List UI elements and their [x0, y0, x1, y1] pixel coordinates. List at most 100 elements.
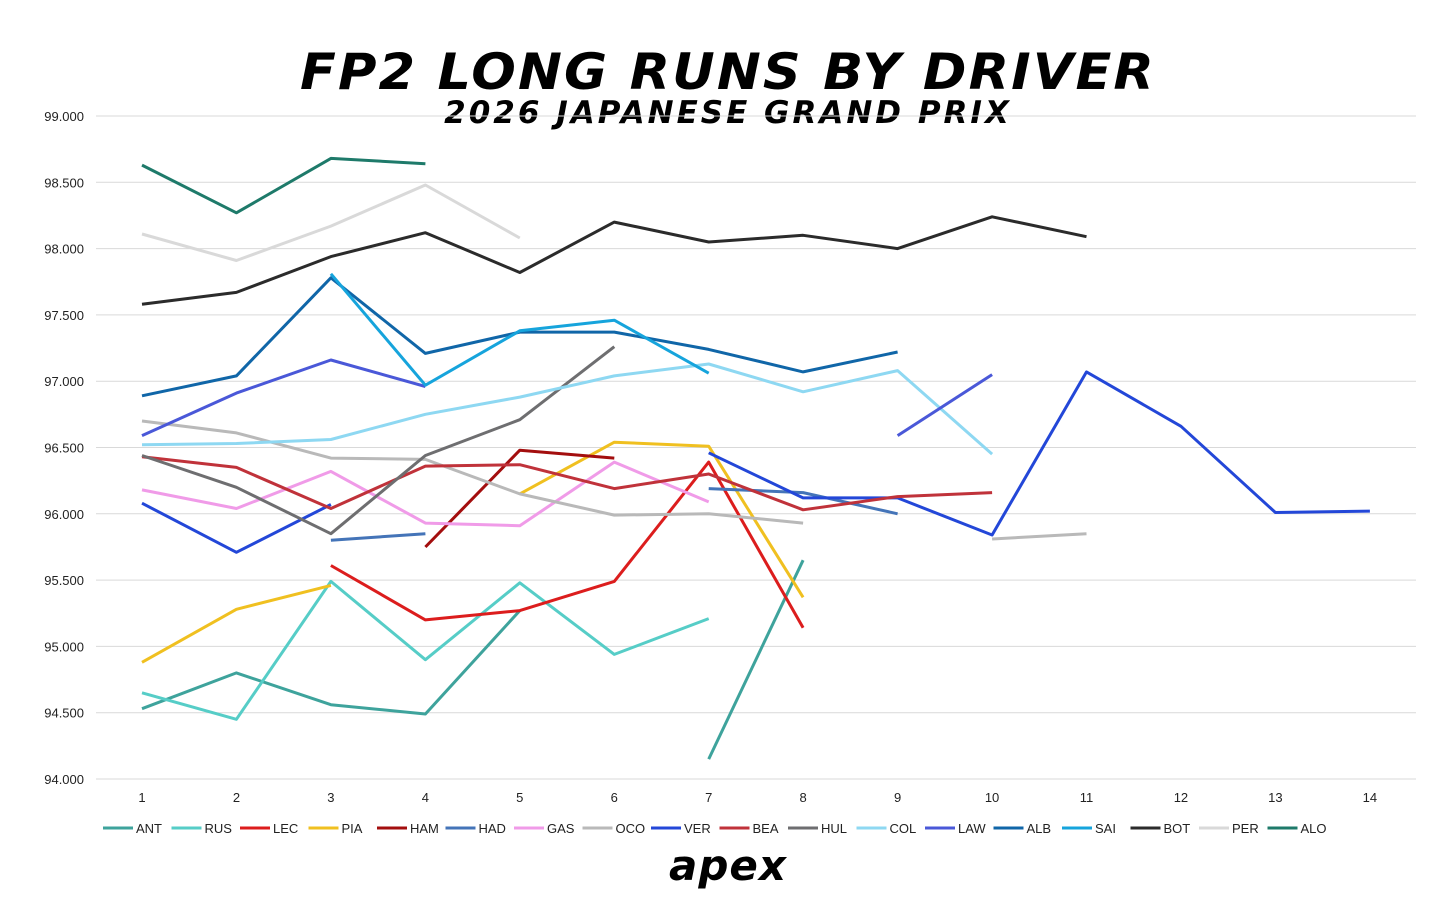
y-tick-label: 98.000 [44, 242, 84, 257]
series-line-law [896, 373, 993, 437]
legend-item-col: COL [856, 821, 916, 836]
series-ant [141, 559, 805, 760]
y-tick-label: 98.500 [44, 175, 84, 190]
y-tick-label: 95.000 [44, 639, 84, 654]
legend-label: ANT [136, 821, 162, 836]
legend-label: BEA [753, 821, 779, 836]
apex-logo: apex [669, 841, 787, 890]
y-tick-label: 94.000 [44, 772, 84, 787]
series-alb [141, 276, 898, 398]
series-oco [141, 419, 1087, 541]
legend-item-sai: SAI [1062, 821, 1116, 836]
x-tick-label: 4 [422, 790, 429, 805]
legend-label: GAS [547, 821, 575, 836]
series-had [330, 487, 898, 542]
legend-item-ham: HAM [377, 821, 439, 836]
series-line-ham [424, 448, 615, 549]
legend-item-gas: GAS [514, 821, 575, 836]
x-axis-ticks: 1 2 3 4 5 6 7 8 9 10 11 12 13 14 [138, 790, 1377, 805]
series-pia [141, 440, 805, 664]
legend-label: SAI [1095, 821, 1116, 836]
series-line-ant [141, 609, 521, 716]
legend-label: HUL [821, 821, 847, 836]
series-gas [141, 460, 710, 528]
series-line-hul [141, 345, 616, 536]
x-tick-label: 14 [1363, 790, 1377, 805]
x-tick-label: 12 [1174, 790, 1188, 805]
x-tick-label: 2 [233, 790, 240, 805]
legend-label: ALO [1301, 821, 1327, 836]
series-lines [141, 156, 1370, 760]
gridlines [96, 115, 1416, 780]
legend-item-lec: LEC [240, 821, 298, 836]
x-tick-label: 11 [1080, 790, 1094, 805]
series-col [141, 362, 994, 456]
legend-item-rus: RUS [171, 821, 232, 836]
legend-item-ant: ANT [103, 821, 162, 836]
y-axis-ticks: 94.000 94.500 95.000 95.500 96.000 96.500 97.0… [44, 109, 84, 787]
chart-subtitle: 2026 JAPANESE GRAND PRIX [444, 95, 1012, 131]
series-line-had [330, 532, 426, 542]
x-tick-label: 9 [894, 790, 901, 805]
series-line-pia [519, 440, 805, 599]
series-ver [141, 370, 1370, 554]
series-line-lec [330, 460, 805, 629]
y-tick-label: 97.500 [44, 308, 84, 323]
series-line-ant [707, 559, 805, 760]
x-tick-label: 6 [611, 790, 618, 805]
series-ham [424, 448, 615, 549]
legend-item-alb: ALB [993, 821, 1052, 836]
legend-label: PER [1232, 821, 1259, 836]
legend-item-per: PER [1199, 821, 1259, 836]
legend-label: VER [684, 821, 711, 836]
series-line-col [141, 362, 994, 456]
series-line-sai [329, 272, 710, 387]
series-line-ver [141, 501, 332, 554]
y-tick-label: 99.000 [44, 109, 84, 124]
series-line-bot [141, 215, 1087, 306]
series-line-oco [992, 532, 1087, 541]
legend-label: ALB [1027, 821, 1052, 836]
x-tick-label: 8 [800, 790, 807, 805]
legend-item-bot: BOT [1130, 821, 1191, 836]
legend-item-pia: PIA [308, 821, 363, 836]
legend-item-bea: BEA [719, 821, 779, 836]
series-hul [141, 345, 616, 536]
y-tick-label: 96.500 [44, 441, 84, 456]
series-line-had [708, 487, 898, 516]
legend-item-alo: ALO [1267, 821, 1327, 836]
x-tick-label: 1 [138, 790, 145, 805]
series-line-oco [141, 419, 804, 525]
y-tick-label: 96.000 [44, 507, 84, 522]
y-tick-label: 94.500 [44, 706, 84, 721]
legend-label: PIA [342, 821, 363, 836]
series-line-rus [141, 579, 710, 721]
series-rus [141, 579, 710, 721]
series-law [141, 358, 993, 437]
legend-label: LEC [273, 821, 298, 836]
x-tick-label: 13 [1268, 790, 1282, 805]
x-tick-label: 10 [985, 790, 999, 805]
series-line-gas [141, 460, 710, 528]
series-line-bea [141, 455, 993, 512]
legend-item-ver: VER [651, 821, 711, 836]
x-tick-label: 5 [516, 790, 523, 805]
series-line-alb [141, 276, 898, 398]
legend-label: BOT [1164, 821, 1191, 836]
series-bea [141, 455, 993, 512]
series-bot [141, 215, 1087, 306]
legend-label: OCO [616, 821, 646, 836]
series-line-pia [141, 583, 332, 664]
series-per [141, 183, 521, 262]
x-tick-label: 7 [705, 790, 712, 805]
series-line-alo [141, 156, 426, 215]
legend-item-hul: HUL [788, 821, 847, 836]
y-tick-label: 95.500 [44, 573, 84, 588]
legend-label: HAM [410, 821, 439, 836]
series-lec [330, 460, 805, 629]
legend-label: HAD [479, 821, 506, 836]
series-line-ver [708, 370, 1370, 537]
series-line-law [141, 358, 426, 437]
